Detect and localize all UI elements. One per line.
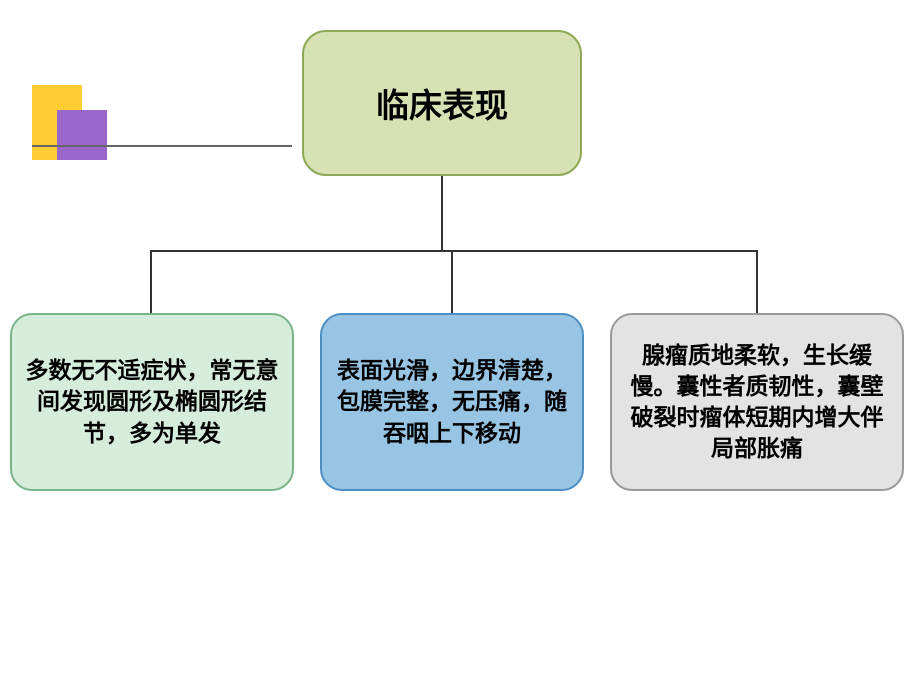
root-node: 临床表现 [302,30,582,176]
child-label: 多数无不适症状，常无意间发现圆形及椭圆形结节，多为单发 [24,355,280,448]
child-node-2: 腺瘤质地柔软，生长缓慢。囊性者质韧性，囊壁破裂时瘤体短期内增大伴局部胀痛 [610,313,904,491]
root-label: 临床表现 [376,79,508,127]
connector-line [451,250,453,313]
connector-line [150,250,152,313]
child-node-1: 表面光滑，边界清楚，包膜完整，无压痛，随吞咽上下移动 [320,313,584,491]
deco-horizontal-line [32,145,292,147]
deco-square-purple [57,110,107,160]
connector-line [441,176,443,250]
deco-square-yellow-small [32,135,57,160]
connector-line [150,250,758,252]
corner-decoration [32,85,142,175]
child-label: 表面光滑，边界清楚，包膜完整，无压痛，随吞咽上下移动 [334,355,570,448]
child-label: 腺瘤质地柔软，生长缓慢。囊性者质韧性，囊壁破裂时瘤体短期内增大伴局部胀痛 [624,340,890,464]
connector-line [756,250,758,313]
child-node-0: 多数无不适症状，常无意间发现圆形及椭圆形结节，多为单发 [10,313,294,491]
